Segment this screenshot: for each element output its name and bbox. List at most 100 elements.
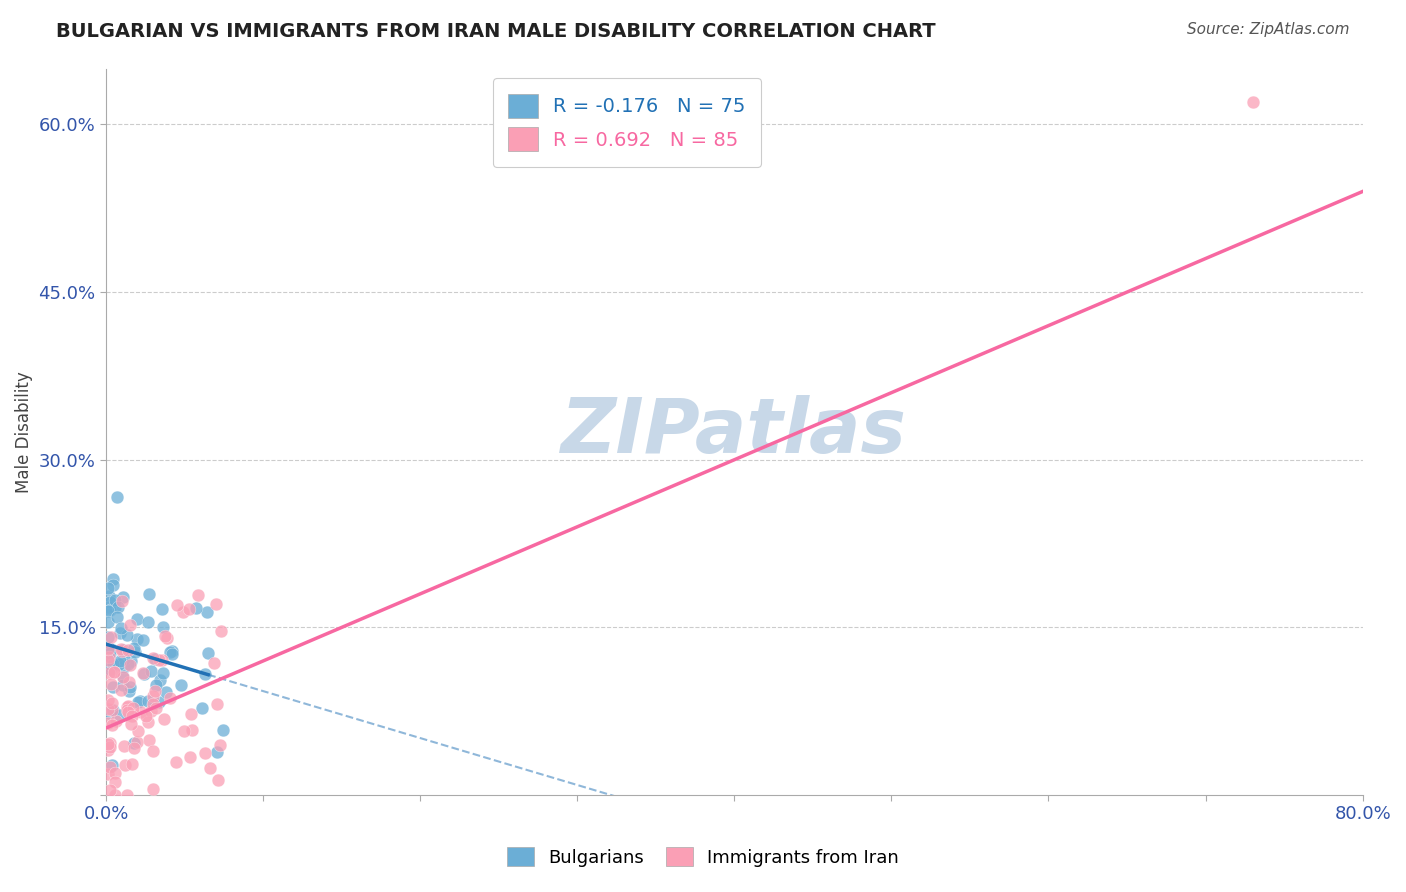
Point [129, 705, 152, 719]
Point [112, 739, 135, 753]
Point [97, 737, 120, 751]
Point [186, 601, 208, 615]
Point [104, 593, 127, 607]
Point [156, 632, 179, 646]
Text: BULGARIAN VS IMMIGRANTS FROM IRAN MALE DISABILITY CORRELATION CHART: BULGARIAN VS IMMIGRANTS FROM IRAN MALE D… [56, 22, 936, 41]
Point [112, 660, 135, 674]
Point [180, 723, 202, 738]
Point [103, 665, 125, 679]
Point [139, 704, 162, 718]
Point [138, 587, 160, 601]
Point [152, 653, 174, 667]
Point [104, 765, 127, 780]
Point [191, 700, 214, 714]
Point [187, 588, 209, 602]
Point [115, 628, 138, 642]
Point [101, 572, 124, 586]
Point [179, 750, 201, 764]
Point [142, 689, 165, 703]
Point [193, 746, 215, 760]
Point [122, 740, 145, 755]
Point [132, 632, 155, 647]
Point [142, 697, 165, 711]
Point [132, 666, 155, 681]
Point [180, 707, 202, 722]
Point [135, 709, 157, 723]
Point [122, 640, 145, 655]
Point [101, 578, 124, 592]
Point [98, 740, 121, 755]
Point [166, 598, 188, 612]
Point [98, 646, 121, 660]
Point [143, 684, 166, 698]
Point [205, 745, 228, 759]
Point [153, 630, 176, 644]
Point [108, 654, 131, 668]
Point [115, 703, 138, 717]
Point [111, 670, 134, 684]
Point [127, 695, 149, 709]
Point [124, 645, 146, 659]
Point [179, 602, 201, 616]
Point [205, 697, 228, 711]
Point [1241, 95, 1264, 109]
Point [145, 700, 167, 714]
Point [110, 642, 132, 657]
Point [211, 723, 233, 738]
Point [145, 678, 167, 692]
Point [117, 700, 139, 714]
Point [121, 701, 143, 715]
Text: ZIPatlas: ZIPatlas [561, 395, 907, 469]
Point [118, 684, 141, 698]
Point [120, 654, 142, 668]
Point [138, 733, 160, 747]
Point [97, 630, 120, 644]
Point [170, 678, 193, 692]
Point [101, 657, 124, 671]
Point [98, 760, 121, 774]
Point [97, 581, 120, 595]
Point [98, 603, 121, 617]
Point [105, 610, 128, 624]
Point [115, 788, 138, 802]
Point [97, 743, 120, 757]
Point [159, 645, 181, 659]
Point [98, 706, 121, 720]
Point [120, 657, 142, 672]
Point [104, 599, 127, 614]
Point [150, 602, 173, 616]
Point [120, 716, 142, 731]
Point [125, 734, 148, 748]
Point [108, 626, 131, 640]
Point [104, 788, 127, 802]
Point [112, 670, 135, 684]
Point [152, 620, 174, 634]
Legend: R = -0.176   N = 75, R = 0.692   N = 85: R = -0.176 N = 75, R = 0.692 N = 85 [492, 78, 761, 167]
Point [108, 708, 131, 723]
Point [142, 651, 165, 665]
Point [117, 643, 139, 657]
Point [149, 673, 172, 687]
Point [142, 782, 165, 797]
Point [136, 714, 159, 729]
Point [100, 757, 122, 772]
Point [117, 705, 139, 719]
Point [165, 756, 187, 770]
Point [97, 692, 120, 706]
Point [97, 615, 120, 630]
Point [98, 736, 121, 750]
Point [155, 684, 177, 698]
Point [148, 695, 170, 709]
Point [195, 605, 218, 619]
Point [120, 680, 142, 694]
Point [159, 690, 181, 705]
Point [98, 595, 121, 609]
Point [101, 702, 124, 716]
Point [128, 693, 150, 707]
Point [111, 677, 134, 691]
Point [152, 665, 174, 680]
Point [103, 665, 125, 679]
Point [148, 653, 170, 667]
Point [198, 761, 221, 775]
Point [141, 664, 163, 678]
